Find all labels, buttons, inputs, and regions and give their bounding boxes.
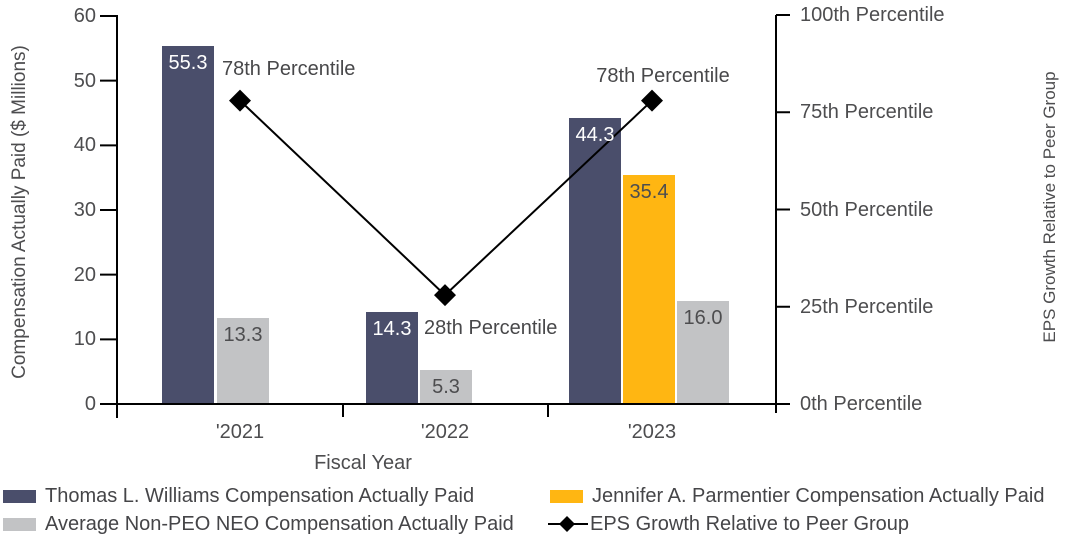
left-axis-tick-label: 0: [84, 393, 96, 415]
bar-value-label: 55.3: [168, 52, 208, 75]
legend-label: Average Non-PEO NEO Compensation Actuall…: [45, 513, 514, 535]
eps-growth-diamond-marker: [229, 89, 251, 112]
bar-value-label: 13.3: [223, 323, 263, 346]
bar-avg-non-peo-neo-2023: [677, 300, 729, 404]
right-axis-tick-label: 25th Percentile: [800, 295, 934, 318]
legend-item-thomas-williams: Thomas L. Williams Compensation Actually…: [3, 484, 474, 508]
bar-value-label: 35.4: [629, 181, 669, 204]
legend-label: EPS Growth Relative to Peer Group: [590, 513, 910, 535]
left-axis-tick-label: 30: [73, 199, 96, 221]
bar-thomas-williams-2022: [366, 311, 418, 404]
left-axis-tick-label: 20: [73, 263, 96, 286]
bar-jennifer-parmentier-2023: [623, 175, 675, 404]
diamond-line-marker-icon: [548, 516, 588, 532]
x-axis-category-label: '2023: [627, 421, 677, 443]
navy-swatch-icon: [3, 489, 36, 503]
right-axis-tick-label: 0th Percentile: [800, 393, 923, 415]
eps-growth-diamond-marker: [434, 284, 456, 307]
bar-value-label: 44.3: [575, 123, 615, 146]
left-axis-tick-label: 60: [73, 5, 96, 27]
yellow-swatch-icon: [550, 489, 583, 503]
legend-item-eps-growth: EPS Growth Relative to Peer Group: [548, 512, 909, 536]
percentile-annotation: 28th Percentile: [424, 317, 558, 339]
percentile-annotation: 78th Percentile: [596, 65, 730, 87]
right-axis-tick-label: 100th Percentile: [800, 4, 945, 26]
x-axis-title: Fiscal Year: [314, 452, 412, 474]
legend-label: Thomas L. Williams Compensation Actually…: [45, 485, 475, 507]
bar-thomas-williams-2021: [162, 46, 214, 404]
legend-item-jennifer-parmentier: Jennifer A. Parmentier Compensation Actu…: [550, 484, 1044, 508]
x-axis-category-label: '2021: [215, 421, 265, 443]
right-axis-tick-label: 50th Percentile: [800, 198, 934, 221]
right-axis-tick-label: 75th Percentile: [800, 101, 934, 124]
bar-avg-non-peo-neo-2022: [420, 369, 472, 404]
left-axis-tick-label: 10: [73, 328, 96, 351]
left-axis-tick-label: 40: [73, 134, 96, 157]
bar-thomas-williams-2023: [569, 117, 621, 404]
eps-growth-diamond-marker: [641, 89, 663, 112]
bar-value-label: 5.3: [432, 375, 460, 398]
bar-value-label: 16.0: [683, 306, 723, 329]
legend-label: Jennifer A. Parmentier Compensation Actu…: [592, 485, 1045, 507]
percentile-annotation: 78th Percentile: [222, 58, 356, 80]
x-axis-category-label: '2022: [420, 421, 470, 443]
gray-swatch-icon: [3, 517, 36, 531]
legend-item-avg-non-peo-neo: Average Non-PEO NEO Compensation Actuall…: [3, 512, 514, 536]
left-axis-tick-label: 50: [73, 69, 96, 92]
bar-value-label: 14.3: [372, 317, 412, 340]
bar-avg-non-peo-neo-2021: [217, 317, 269, 404]
